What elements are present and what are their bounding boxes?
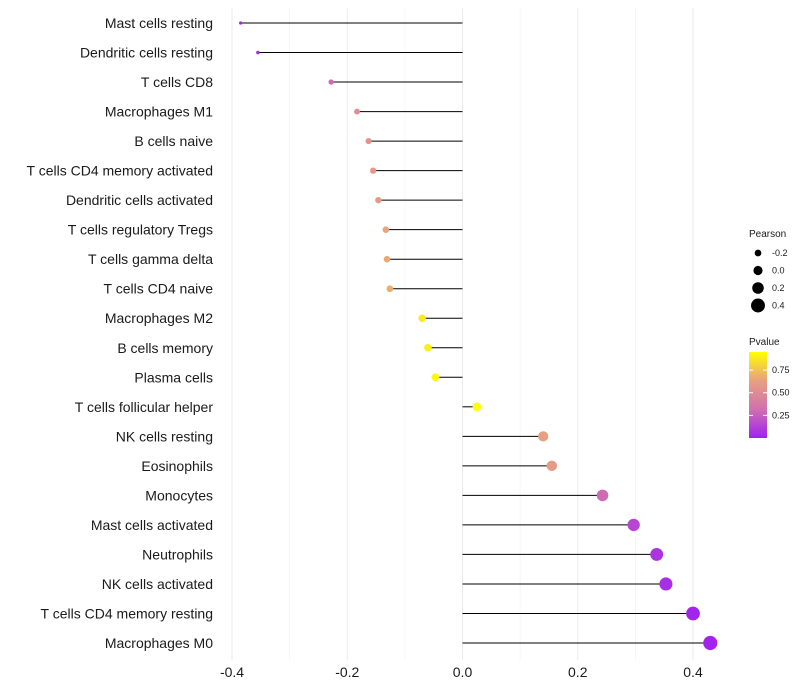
size-legend-key xyxy=(753,265,763,276)
data-point xyxy=(650,547,664,561)
category-label: Mast cells activated xyxy=(91,517,213,533)
category-label: T cells CD4 naive xyxy=(104,281,214,297)
size-legend-label: 0.0 xyxy=(772,266,785,276)
data-point xyxy=(382,226,390,233)
size-legend-key xyxy=(751,298,765,313)
size-legend-label: 0.4 xyxy=(772,301,785,311)
x-axis-labels: -0.4 -0.2 0.0 0.2 0.4 xyxy=(220,664,703,680)
pvalue-color-legend: Pvalue 0.75 0.50 0.25 xyxy=(749,337,790,438)
x-tick-label: -0.4 xyxy=(220,664,244,680)
category-label: B cells naive xyxy=(134,133,213,149)
category-label: Plasma cells xyxy=(134,369,213,385)
data-point xyxy=(418,314,426,322)
grid-lines xyxy=(231,8,694,660)
colorbar-label: 0.50 xyxy=(772,388,790,398)
category-label: T cells regulatory Tregs xyxy=(68,222,213,238)
category-label: Macrophages M2 xyxy=(105,310,213,326)
colorbar-label: 0.75 xyxy=(772,365,790,375)
x-tick-label: -0.2 xyxy=(335,664,359,680)
data-point xyxy=(239,21,243,25)
category-label: B cells memory xyxy=(117,340,213,356)
data-point xyxy=(354,108,361,115)
data-point xyxy=(328,79,334,85)
category-label: Eosinophils xyxy=(141,458,213,474)
size-legend-label: 0.2 xyxy=(772,283,785,293)
size-legend-key xyxy=(754,249,762,257)
data-point xyxy=(627,518,640,532)
lollipop-points xyxy=(239,21,718,651)
x-tick-label: 0.0 xyxy=(453,664,473,680)
category-label: T cells gamma delta xyxy=(88,251,213,267)
data-point xyxy=(386,285,394,293)
category-label: Mast cells resting xyxy=(105,15,213,31)
data-point xyxy=(424,343,432,352)
data-point xyxy=(375,196,382,204)
pvalue-legend-title: Pvalue xyxy=(749,337,780,348)
data-point xyxy=(538,431,549,442)
pvalue-colorbar xyxy=(749,352,767,438)
data-point xyxy=(596,489,609,502)
category-label: T cells follicular helper xyxy=(75,399,214,415)
data-point xyxy=(256,50,260,55)
colorbar-label: 0.25 xyxy=(772,410,790,420)
data-point xyxy=(686,606,700,621)
category-label: T cells CD8 xyxy=(141,74,213,90)
size-legend-key xyxy=(752,282,764,294)
x-tick-label: 0.2 xyxy=(568,664,588,680)
category-label: T cells CD4 memory activated xyxy=(27,163,213,179)
size-legend-label: -0.2 xyxy=(772,248,788,258)
category-label: NK cells activated xyxy=(102,576,213,592)
x-tick-label: 0.4 xyxy=(683,664,703,680)
category-label: T cells CD4 memory resting xyxy=(41,605,213,621)
category-label: Dendritic cells resting xyxy=(80,45,213,61)
data-point xyxy=(659,577,673,591)
category-label: Neutrophils xyxy=(142,546,213,562)
category-label: Monocytes xyxy=(145,487,213,503)
data-point xyxy=(703,635,718,651)
category-label: Dendritic cells activated xyxy=(66,192,213,208)
data-point xyxy=(383,255,391,263)
pearson-size-legend: Pearson -0.2 0.0 0.2 0.4 xyxy=(749,229,788,313)
pearson-legend-title: Pearson xyxy=(749,229,786,240)
category-label: NK cells resting xyxy=(116,428,213,444)
y-axis-labels: Mast cells resting Dendritic cells restin… xyxy=(27,15,214,651)
category-label: Macrophages M0 xyxy=(105,635,213,651)
data-point xyxy=(546,460,558,472)
category-label: Macrophages M1 xyxy=(105,104,213,120)
data-point xyxy=(365,138,372,145)
data-point xyxy=(370,167,377,174)
data-point xyxy=(472,402,482,412)
lollipop-stems xyxy=(240,22,711,644)
data-point xyxy=(431,373,440,382)
